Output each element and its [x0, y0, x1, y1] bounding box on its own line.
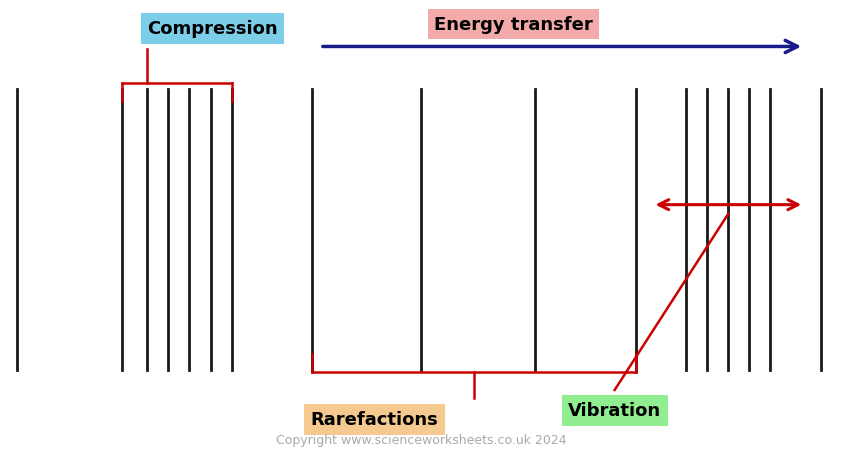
Text: Energy transfer: Energy transfer: [434, 16, 593, 34]
Text: Copyright www.scienceworksheets.co.uk 2024: Copyright www.scienceworksheets.co.uk 20…: [275, 433, 567, 446]
Text: Rarefactions: Rarefactions: [311, 410, 439, 428]
Text: Compression: Compression: [147, 20, 278, 38]
Text: Vibration: Vibration: [568, 401, 661, 419]
